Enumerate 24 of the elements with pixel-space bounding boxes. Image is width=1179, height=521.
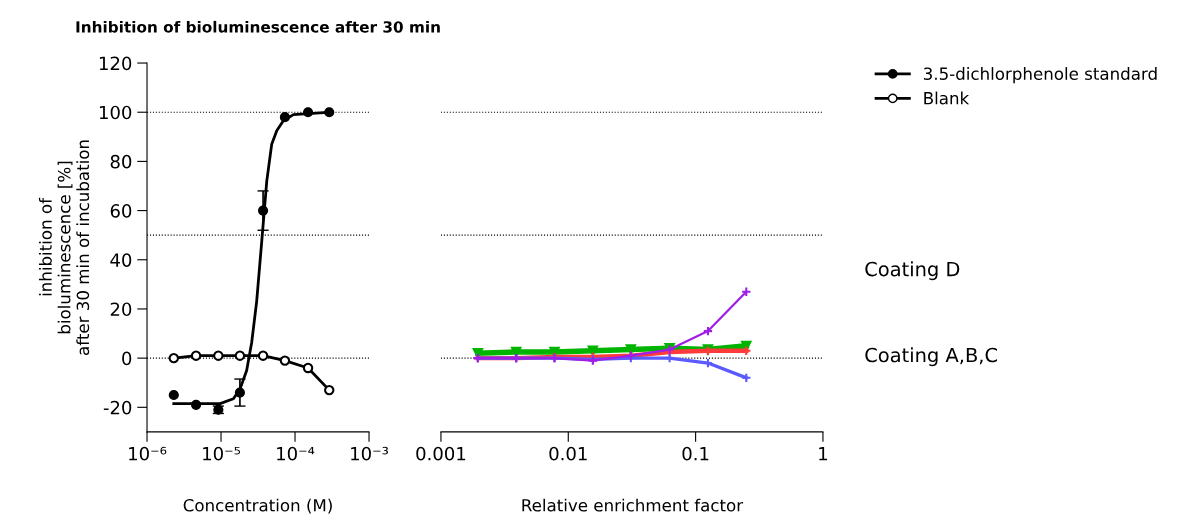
y-tick-label: 40 <box>110 253 132 267</box>
x-tick-label: 10⁻³ <box>351 446 388 461</box>
y-tick-label: 100 <box>99 105 132 120</box>
y-tick-label: 80 <box>110 154 132 169</box>
x-tick-label: 10⁻⁶ <box>129 446 167 461</box>
y-tick-label: 0 <box>122 351 132 366</box>
y-axis-title: inhibition of bioluminescence [%] after 30 min of incubation <box>38 140 90 355</box>
y-tick-label: 60 <box>110 204 132 218</box>
x-tick-label: 0.01 <box>549 446 587 461</box>
x-axis-title: Relative enrichment factor <box>522 498 744 512</box>
text: Coating A,B,C <box>865 347 997 367</box>
x-tick-label: 0.001 <box>416 446 466 461</box>
x-tick-label: 0.1 <box>682 446 709 461</box>
chart-title: Inhibition of bioluminescence after 30 min <box>76 20 440 33</box>
y-tick-label: 20 <box>110 302 132 317</box>
x-axis-title: Concentration (M) <box>183 498 332 514</box>
x-tick-label: 10⁻⁵ <box>203 446 241 461</box>
x-tick-label: 1 <box>819 447 828 461</box>
text: Coating D <box>865 261 960 281</box>
y-tick-label: 120 <box>99 56 132 71</box>
legend-label: Blank <box>924 91 970 105</box>
legend-label: 3.5-dichlorphenole standard <box>923 67 1157 84</box>
x-tick-label: 10⁻⁴ <box>277 446 315 461</box>
y-tick-label: -20 <box>103 400 132 415</box>
